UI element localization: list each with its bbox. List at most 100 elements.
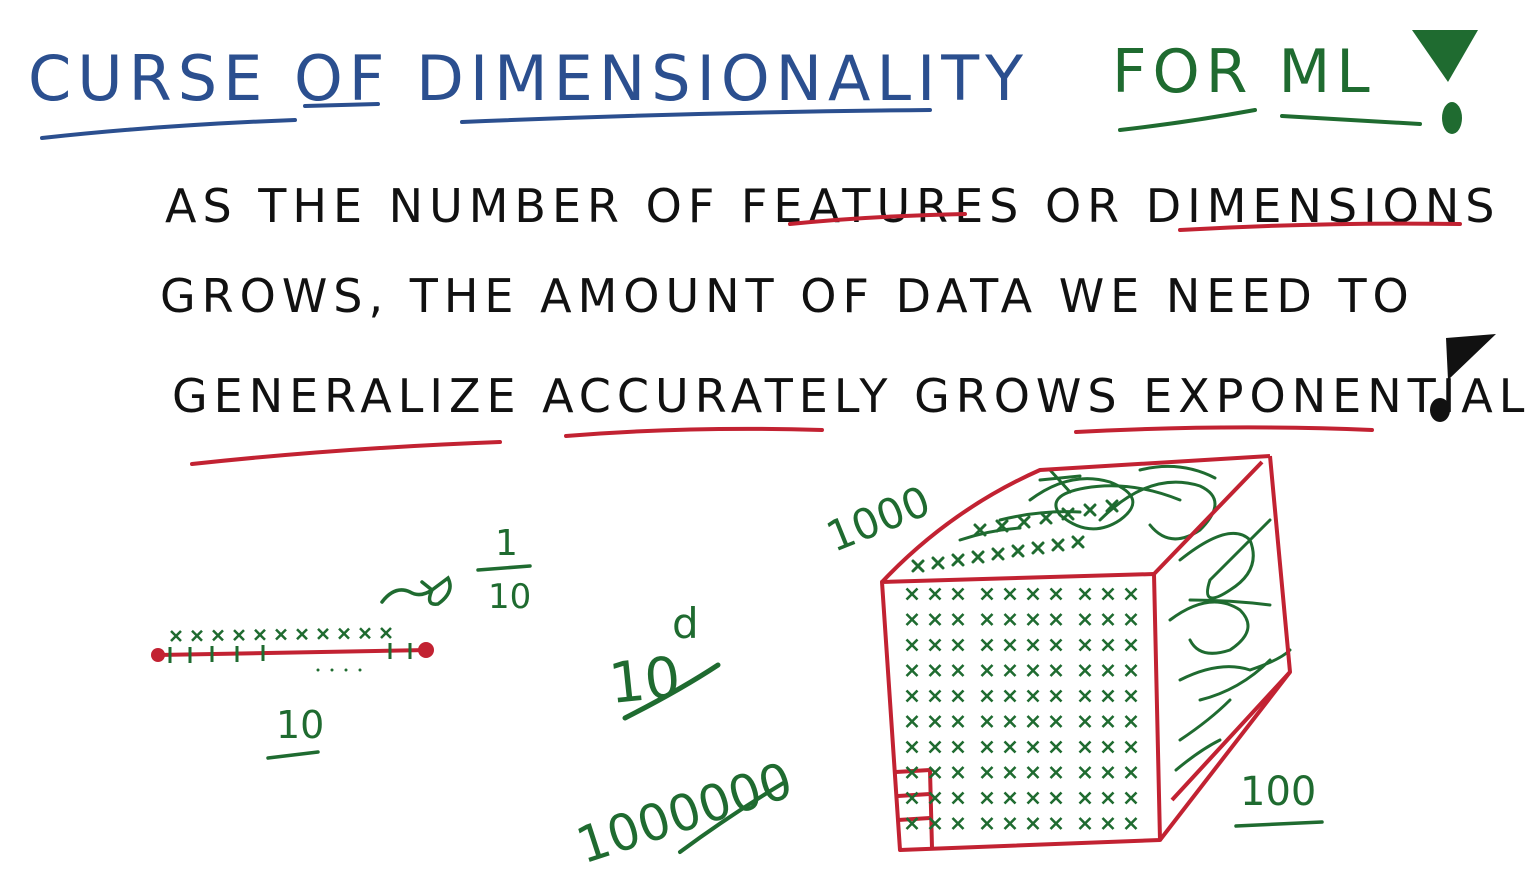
sample-x-mark [1011,544,1025,558]
features-underline [788,212,967,226]
sample-x-mark [1078,689,1092,703]
sample-x-mark [338,627,350,640]
sample-x-mark [1049,664,1063,677]
title-exclamation-dot [1442,102,1462,134]
sample-x-mark [1003,638,1017,652]
sample-x-mark [951,740,965,754]
sample-x-mark [1039,511,1053,525]
sample-x-mark [1003,689,1017,703]
sample-x-mark [1003,715,1017,728]
formula-exponent: d [672,599,699,648]
definition-line-3: GENERALIZE ACCURATELY GROWS EXPONENTIALL… [172,369,1526,423]
line-count-label: 10 [276,703,324,747]
sample-x-mark [1078,638,1092,652]
exponentially-underline [1074,425,1374,434]
sample-x-mark [1101,791,1115,805]
sample-x-mark [980,715,994,728]
sample-x-mark [1003,791,1017,805]
sample-x-mark [1083,503,1097,517]
sample-x-mark [980,613,994,626]
sample-x-mark [911,559,925,573]
sample-x-mark [317,628,329,640]
title-exclamation-mark [1412,30,1478,82]
sample-x-mark [1026,740,1040,754]
cube-scribble-stroke [1168,600,1250,655]
generalize-underline [190,440,502,466]
sample-x-mark [1003,766,1017,779]
sample-x-mark [1003,740,1017,754]
sample-x-mark [951,715,965,728]
sample-x-mark [928,613,942,626]
sample-x-mark [1051,538,1065,552]
formula-underline [622,662,721,721]
sample-x-mark [1026,638,1040,652]
sample-x-mark [1026,766,1040,779]
sample-x-mark [905,587,919,601]
sample-x-mark [905,740,919,754]
sample-x-mark [254,628,266,641]
sample-x-mark [1003,664,1017,677]
for-ml-underline [1118,108,1257,132]
sample-x-mark [1049,689,1063,703]
sample-x-mark [1124,689,1138,703]
sample-x-mark [1124,817,1138,830]
sample-x-mark [296,628,308,641]
sample-x-mark [1049,817,1063,830]
data-cube [880,454,1292,852]
sample-x-mark [951,791,965,805]
sample-x-mark [951,689,965,703]
sample-x-mark [1101,715,1115,728]
sample-x-mark [1124,638,1138,652]
sample-x-mark [1017,515,1031,529]
sample-x-mark [1124,740,1138,754]
sample-x-mark [980,689,994,703]
sample-x-mark [1124,613,1138,626]
sample-x-mark [1124,715,1138,728]
sample-x-mark [191,629,203,642]
sample-x-mark [359,627,371,640]
sample-x-mark [905,715,919,728]
sample-x-mark [1078,587,1092,601]
cube-side-label-underline [1234,820,1324,828]
cube-scribble-stroke [1028,477,1182,531]
sample-x-mark [1049,791,1063,805]
sample-x-mark [905,817,919,830]
sample-x-mark [1026,715,1040,728]
title-underline [303,102,380,108]
sample-x-mark [1078,664,1092,677]
sample-x-mark [928,817,942,830]
result-underline [678,780,787,854]
sample-x-mark [928,715,942,728]
sample-x-mark [1105,499,1119,513]
sample-x-mark [1026,791,1040,805]
sample-x-mark [951,766,965,779]
sample-x-mark [1026,587,1040,601]
definition-line-2: GROWS, THE AMOUNT OF DATA WE NEED TO [160,269,1415,323]
sample-x-mark [980,740,994,754]
sample-x-mark [1101,817,1115,830]
sample-x-mark [1003,817,1017,830]
sample-x-mark [991,547,1005,561]
title-underline [40,118,297,140]
sample-x-mark [1124,664,1138,677]
sample-x-mark [928,791,942,805]
definition-exclamation-dot [1430,398,1450,422]
sample-x-mark [928,664,942,677]
sample-x-mark [1078,817,1092,830]
sample-x-mark [275,628,287,641]
sample-x-mark [1101,766,1115,779]
sample-x-mark [980,664,994,677]
sample-x-mark [980,791,994,805]
sample-x-mark [1101,613,1115,626]
formula-result: 1000000 [570,751,800,874]
sample-x-mark [905,664,919,677]
sample-x-mark [905,791,919,805]
sample-x-mark [905,613,919,626]
cube-side-label: 100 [1240,769,1316,815]
cube-scribble-stroke [1178,648,1292,702]
sample-x-mark [905,638,919,652]
title-text: CURSE OF DIMENSIONALITY [28,42,1029,115]
dimensions-underline [1178,221,1462,232]
cube-scribble-stroke [958,510,1082,542]
